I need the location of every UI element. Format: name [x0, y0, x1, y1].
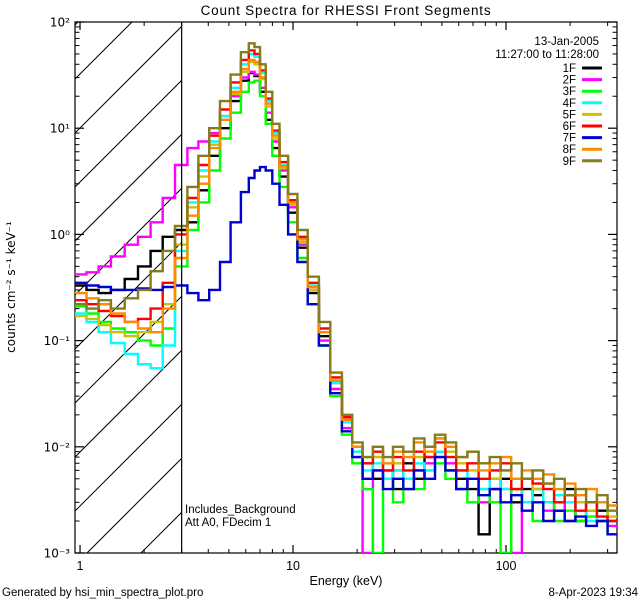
- annotation-background: Includes_Background: [185, 504, 296, 516]
- hatch-line: [75, 241, 182, 350]
- footer-generator: Generated by hsi_min_spectra_plot.pro: [2, 587, 203, 599]
- y-axis-label: counts cm⁻² s⁻¹ keV⁻¹: [4, 221, 18, 353]
- series-line-2F: [75, 70, 617, 553]
- hatch-line: [75, 187, 182, 296]
- series-line-9F: [75, 42, 617, 512]
- series-line-1F: [75, 71, 617, 536]
- spectra-series: [75, 42, 617, 553]
- y-tick-label: 10⁰: [50, 228, 70, 242]
- x-tick-label: 1: [77, 559, 84, 573]
- legend-label-2F: 2F: [563, 75, 576, 87]
- legend-label-6F: 6F: [563, 121, 576, 133]
- axes: 1 10 100 10² 10¹ 10⁰ 10⁻¹ 10⁻² 10⁻³: [44, 16, 618, 573]
- legend-label-5F: 5F: [563, 109, 576, 121]
- series-line-4F: [75, 52, 617, 523]
- legend-label-3F: 3F: [563, 86, 576, 98]
- attenuated-region-hatch: [75, 22, 182, 553]
- hatch-line: [75, 349, 182, 458]
- footer-timestamp: 8-Apr-2023 19:34: [548, 587, 638, 599]
- series-line-8F: [75, 58, 617, 507]
- legend-label-8F: 8F: [563, 144, 576, 156]
- legend-date: 13-Jan-2005: [534, 36, 599, 48]
- hatch-line: [75, 79, 182, 188]
- x-axis-label: Energy (keV): [310, 574, 383, 588]
- y-tick-label: 10⁻¹: [44, 334, 71, 348]
- legend-label-7F: 7F: [563, 133, 576, 145]
- series-line-6F: [75, 49, 617, 523]
- page-title: Count Spectra for RHESSI Front Segments: [201, 3, 492, 18]
- hatch-line: [75, 25, 182, 134]
- series-line-3F: [75, 79, 617, 553]
- legend-label-1F: 1F: [563, 63, 576, 75]
- hatch-line: [86, 457, 182, 553]
- y-tick-label: 10⁻³: [44, 547, 71, 561]
- plot-frame: [74, 21, 618, 554]
- x-tick-label: 100: [496, 559, 517, 573]
- legend-label-4F: 4F: [563, 98, 576, 110]
- annotation-attenuator: Att A0, FDecim 1: [185, 517, 271, 529]
- x-tick-label: 10: [286, 559, 300, 573]
- series-line-7F: [75, 165, 617, 536]
- legend-label-9F: 9F: [563, 156, 576, 168]
- y-tick-label: 10²: [50, 16, 70, 30]
- hatch-line: [75, 403, 182, 512]
- legend-time-range: 11:27:00 to 11:28:00: [495, 49, 599, 61]
- y-tick-label: 10¹: [50, 122, 70, 136]
- y-tick-label: 10⁻²: [44, 440, 71, 454]
